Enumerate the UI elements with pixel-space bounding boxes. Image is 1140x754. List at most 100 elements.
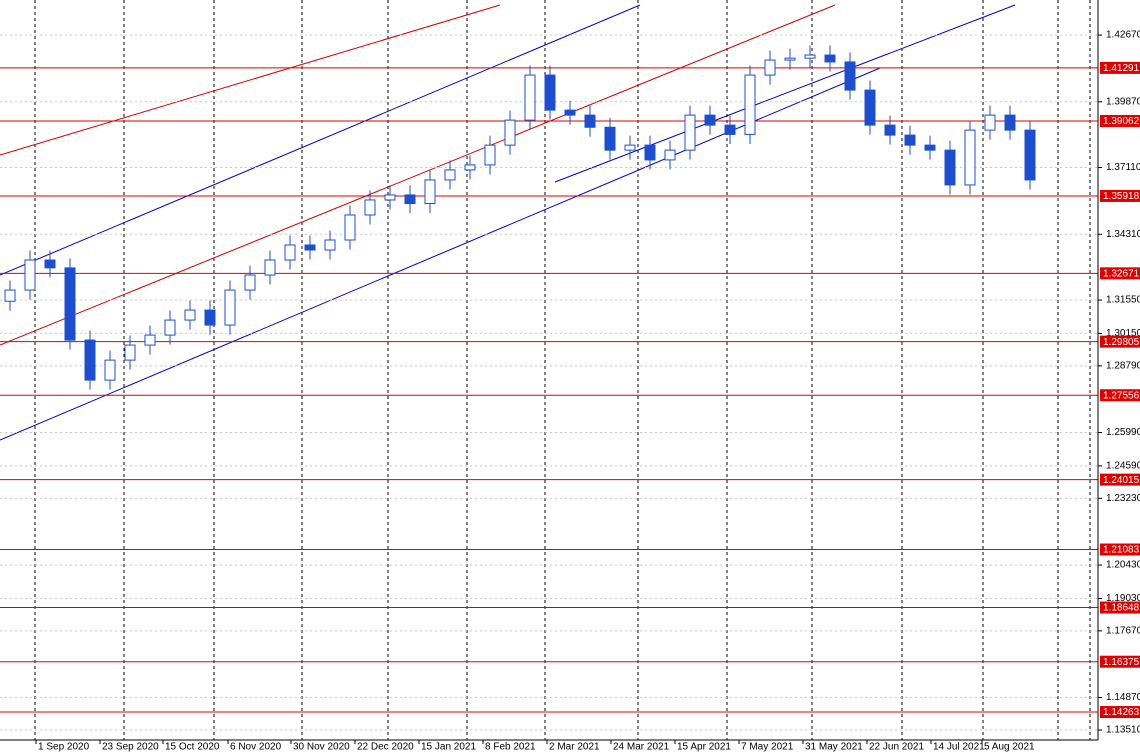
price-level-tag bbox=[1100, 601, 1140, 614]
y-tick-label: 1.19030 bbox=[1106, 593, 1140, 604]
candle-body bbox=[184, 309, 196, 321]
candle-body bbox=[404, 194, 416, 205]
candle-body bbox=[644, 144, 656, 161]
candle-body bbox=[784, 57, 796, 61]
x-tick-label: 31 May 2021 bbox=[805, 742, 863, 753]
candle-body bbox=[124, 344, 136, 361]
candle-body bbox=[524, 74, 536, 121]
y-tick-label: 1.17670 bbox=[1106, 625, 1140, 636]
candle-body bbox=[884, 124, 896, 136]
x-tick-label: 15 Jan 2021 bbox=[421, 742, 476, 753]
candle-body bbox=[1004, 114, 1016, 131]
candle-body bbox=[1024, 129, 1036, 181]
price-level-label: 1.29805 bbox=[1103, 337, 1140, 348]
candle-body bbox=[864, 89, 876, 126]
price-level-label: 1.32671 bbox=[1103, 268, 1140, 279]
x-tick-label: 30 Nov 2020 bbox=[293, 742, 350, 753]
price-level-tag bbox=[1100, 335, 1140, 348]
y-tick-label: 1.24590 bbox=[1106, 461, 1140, 472]
candle-body bbox=[244, 274, 256, 291]
y-tick-label: 1.20430 bbox=[1106, 560, 1140, 571]
x-tick-label: 24 Mar 2021 bbox=[613, 742, 670, 753]
y-tick-label: 1.28790 bbox=[1106, 360, 1140, 371]
candle-body bbox=[584, 114, 596, 128]
y-tick-label: 1.37110 bbox=[1106, 162, 1140, 173]
x-tick-label: 8 Feb 2021 bbox=[485, 742, 536, 753]
candle-body bbox=[344, 214, 356, 241]
candle-body bbox=[144, 334, 156, 346]
candle-body bbox=[704, 114, 716, 126]
price-level-tag bbox=[1100, 655, 1140, 668]
candle-body bbox=[824, 54, 836, 63]
price-level-label: 1.27556 bbox=[1103, 390, 1140, 401]
candle-body bbox=[64, 267, 76, 341]
price-level-label: 1.39062 bbox=[1103, 116, 1140, 127]
x-tick-label: 6 Nov 2020 bbox=[230, 742, 282, 753]
price-level-tag bbox=[1100, 473, 1140, 486]
candle-body bbox=[684, 114, 696, 151]
candle-body bbox=[264, 259, 276, 276]
candle-body bbox=[944, 149, 956, 186]
x-tick-label: 15 Apr 2021 bbox=[677, 742, 731, 753]
y-tick-label: 1.25990 bbox=[1106, 427, 1140, 438]
x-tick-label: 5 Aug 2021 bbox=[984, 742, 1035, 753]
candle-body bbox=[744, 74, 756, 135]
price-level-tag bbox=[1100, 267, 1140, 280]
candle-body bbox=[324, 239, 336, 251]
price-level-label: 1.24015 bbox=[1103, 475, 1140, 486]
candle-body bbox=[464, 164, 476, 171]
candle-body bbox=[444, 169, 456, 181]
price-level-tag bbox=[1100, 189, 1140, 202]
candle-body bbox=[964, 129, 976, 186]
candle-body bbox=[724, 124, 736, 135]
candle-body bbox=[564, 109, 576, 116]
candle-body bbox=[24, 259, 36, 291]
candle-body bbox=[224, 289, 236, 326]
x-tick-label: 7 May 2021 bbox=[741, 742, 794, 753]
y-tick-label: 1.23230 bbox=[1106, 493, 1140, 504]
x-tick-label: 23 Sep 2020 bbox=[102, 742, 159, 753]
y-tick-label: 1.34310 bbox=[1106, 229, 1140, 240]
candle-body bbox=[504, 119, 516, 146]
candle-body bbox=[544, 74, 556, 111]
candle-body bbox=[764, 59, 776, 76]
candle-body bbox=[664, 149, 676, 161]
candle-body bbox=[284, 244, 296, 261]
y-tick-label: 1.39870 bbox=[1106, 96, 1140, 107]
x-tick-label: 15 Oct 2020 bbox=[165, 742, 220, 753]
x-tick-label: 1 Sep 2020 bbox=[38, 742, 90, 753]
candle-body bbox=[4, 289, 16, 302]
price-level-tag bbox=[1100, 61, 1140, 74]
candle-body bbox=[304, 244, 316, 251]
candle-body bbox=[904, 134, 916, 146]
plot bbox=[0, 34, 1098, 731]
candle-body bbox=[484, 144, 496, 166]
price-level-label: 1.41291 bbox=[1103, 63, 1140, 74]
x-tick-label: 22 Dec 2020 bbox=[357, 742, 414, 753]
candle-body bbox=[604, 126, 616, 151]
y-tick-label: 1.42670 bbox=[1106, 30, 1140, 41]
price-level-tag bbox=[1100, 706, 1140, 719]
candle-body bbox=[804, 54, 816, 59]
y-tick-label: 1.13510 bbox=[1106, 725, 1140, 736]
price-level-label: 1.14263 bbox=[1103, 707, 1140, 718]
x-tick-label: 2 Mar 2021 bbox=[549, 742, 600, 753]
price-level-label: 1.18648 bbox=[1103, 603, 1140, 614]
candle-body bbox=[164, 319, 176, 336]
y-tick-label: 1.31550 bbox=[1106, 295, 1140, 306]
candle-body bbox=[44, 259, 56, 269]
price-level-tag bbox=[1100, 115, 1140, 128]
candle-body bbox=[624, 144, 636, 151]
y-tick-label: 1.30150 bbox=[1106, 328, 1140, 339]
candle-body bbox=[924, 144, 936, 151]
candle-body bbox=[364, 199, 376, 216]
price-level-label: 1.35918 bbox=[1103, 191, 1140, 202]
price-level-tag bbox=[1100, 389, 1140, 402]
x-tick-label: 22 Jun 2021 bbox=[869, 742, 924, 753]
x-tick-label: 14 Jul 2021 bbox=[933, 742, 985, 753]
price-level-tag bbox=[1100, 543, 1140, 556]
candle-body bbox=[844, 61, 856, 91]
trend-lines bbox=[0, 4, 1016, 441]
price-level-label: 1.16375 bbox=[1103, 657, 1140, 668]
